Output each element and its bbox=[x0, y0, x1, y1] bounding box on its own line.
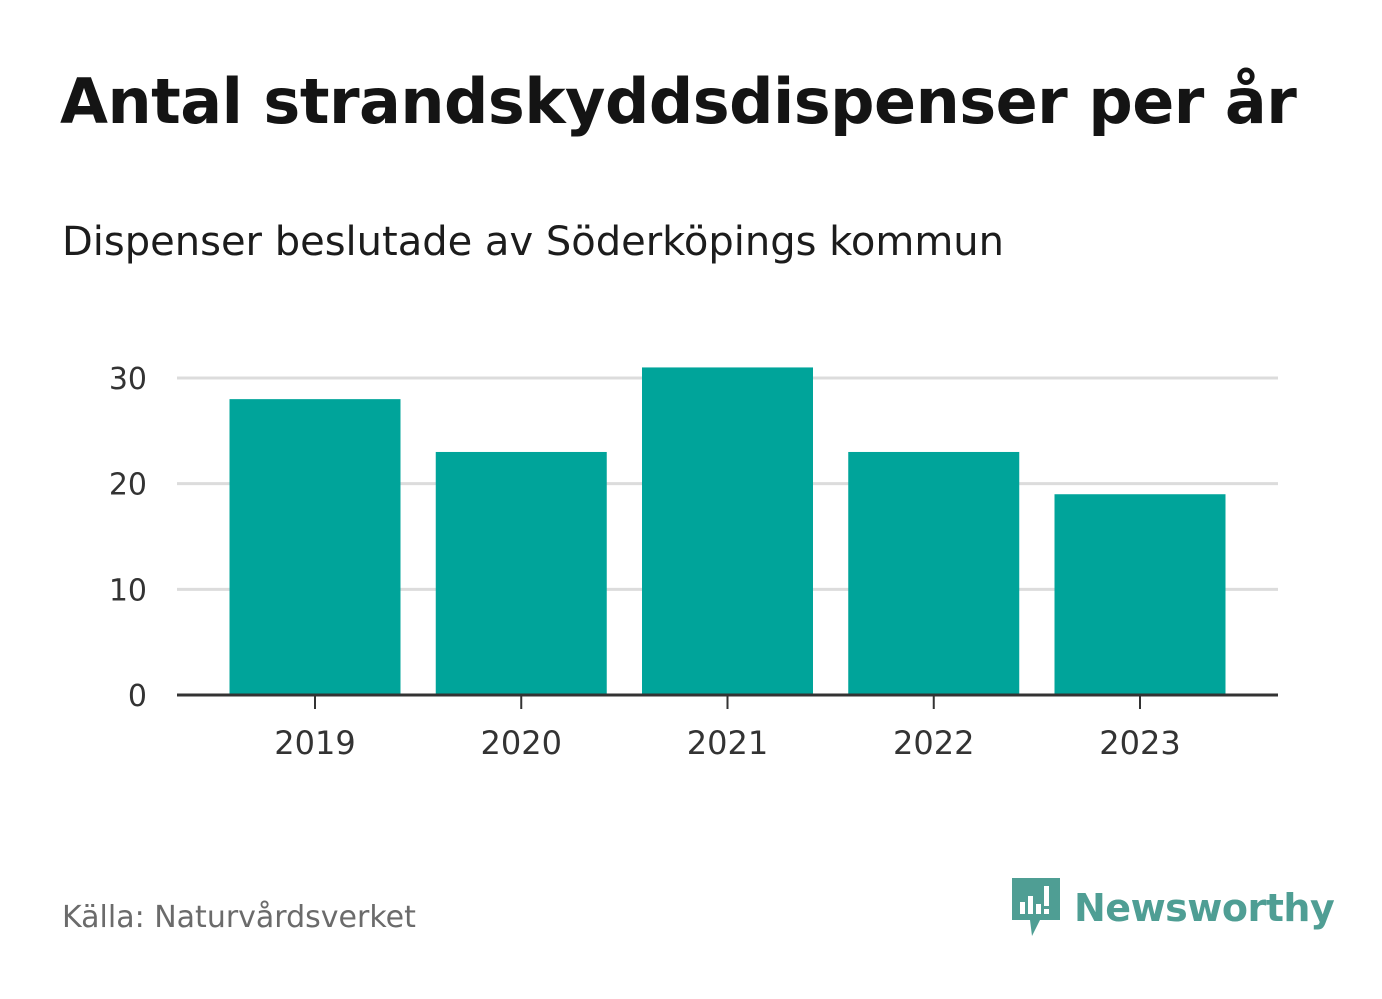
y-tick-label: 30 bbox=[109, 362, 147, 397]
x-tick-label: 2023 bbox=[1099, 724, 1180, 762]
x-tick-label: 2021 bbox=[687, 724, 768, 762]
bar-2020 bbox=[435, 451, 607, 695]
y-tick-label: 0 bbox=[128, 679, 147, 714]
newsworthy-logo-icon bbox=[1012, 878, 1060, 936]
bar-2022 bbox=[848, 451, 1020, 695]
x-tick-label: 2020 bbox=[481, 724, 562, 762]
x-tick-label: 2019 bbox=[274, 724, 355, 762]
chart-subtitle: Dispenser beslutade av Söderköpings komm… bbox=[62, 219, 1004, 265]
bar-2019 bbox=[229, 399, 401, 695]
brand-name: Newsworthy bbox=[1074, 886, 1335, 930]
axes: 0 10 20 30 2019 2020 2021 2022 2023 bbox=[109, 362, 1278, 762]
bar-2021 bbox=[642, 367, 813, 695]
bars bbox=[229, 367, 1226, 695]
bar-2023 bbox=[1054, 494, 1226, 695]
source-note: Källa: Naturvårdsverket bbox=[62, 900, 416, 935]
y-tick-label: 10 bbox=[109, 573, 147, 608]
brand-logo: Newsworthy bbox=[1012, 878, 1335, 938]
y-tick-label: 20 bbox=[109, 468, 147, 503]
chart-title: Antal strandskyddsdispenser per år bbox=[60, 65, 1297, 138]
x-tick-label: 2022 bbox=[893, 724, 974, 762]
